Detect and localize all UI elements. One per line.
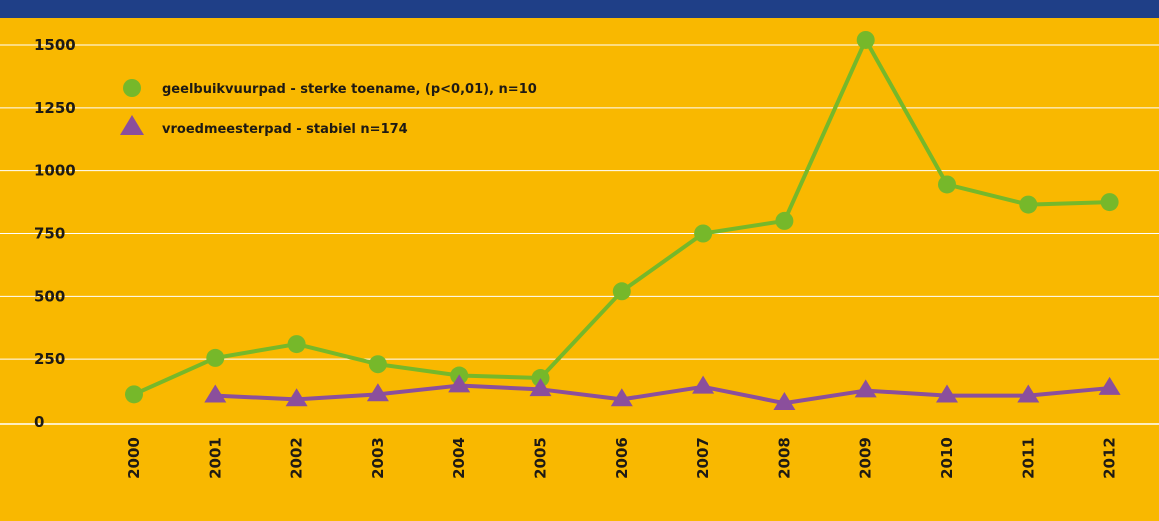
y-tick-label: 1500 [34,36,76,54]
data-point-triangle [773,391,796,410]
data-point-circle [938,175,956,194]
data-point-triangle [610,388,633,407]
series-vroedmeesterpad [204,374,1121,410]
data-point-triangle [854,379,877,398]
y-tick-label: 1000 [34,162,76,180]
data-point-circle [531,369,550,388]
x-tick-label: 2009 [857,437,875,479]
y-tick-label: 250 [34,350,65,368]
data-point-circle [368,355,387,374]
data-point-triangle [1098,376,1121,395]
data-point-triangle [366,383,389,402]
data-point-circle [287,335,306,354]
data-point-circle [775,211,794,230]
x-axis-tick-labels: 2000 2001 2002 2003 2004 2005 2006 2007 2008 2009… [125,437,1119,479]
series-geelbuikvuurpad [125,30,1119,404]
x-tick-label: 2010 [938,437,956,479]
x-tick-label: 2000 [125,437,143,479]
y-tick-label: 1250 [34,99,76,117]
x-tick-label: 2007 [694,437,712,479]
x-tick-label: 2001 [206,437,224,479]
legend-marker-circle [123,79,141,97]
data-point-triangle [204,384,227,403]
x-tick-label: 2003 [369,437,387,479]
data-point-circle [1100,193,1119,212]
data-point-triangle [448,374,471,393]
series-layer [125,30,1121,410]
y-axis-tick-labels: 0 250 500 750 1000 1250 1500 [34,36,76,431]
legend-label-vroedmeesterpad: vroedmeesterpad - stabiel n=174 [162,122,408,137]
x-tick-label: 2002 [288,437,306,479]
x-tick-label: 2012 [1101,437,1119,479]
data-point-triangle [692,375,715,394]
top-bar [0,0,1159,18]
data-point-triangle [936,384,958,403]
x-tick-label: 2006 [613,437,631,479]
y-tick-label: 500 [34,287,65,305]
x-tick-label: 2005 [532,437,550,479]
data-point-circle [206,348,225,367]
data-point-triangle [1017,384,1040,403]
x-tick-label: 2004 [450,437,468,479]
data-point-circle [612,282,631,301]
data-point-circle [856,30,875,49]
x-tick-label: 2011 [1019,437,1037,479]
x-tick-label: 2008 [775,437,793,479]
data-point-circle [1019,195,1038,214]
gridlines [0,44,1159,425]
series-line [215,383,1110,406]
data-point-triangle [529,378,552,397]
legend: geelbuikvuurpad - sterke toename, (p<0,0… [120,79,537,137]
y-tick-label: 750 [34,225,65,243]
legend-label-geelbuikvuurpad: geelbuikvuurpad - sterke toename, (p<0,0… [162,82,537,97]
data-point-circle [125,385,143,404]
data-point-triangle [285,388,308,407]
data-point-circle [694,224,713,243]
y-tick-label: 0 [34,413,44,431]
legend-marker-triangle [120,115,144,135]
